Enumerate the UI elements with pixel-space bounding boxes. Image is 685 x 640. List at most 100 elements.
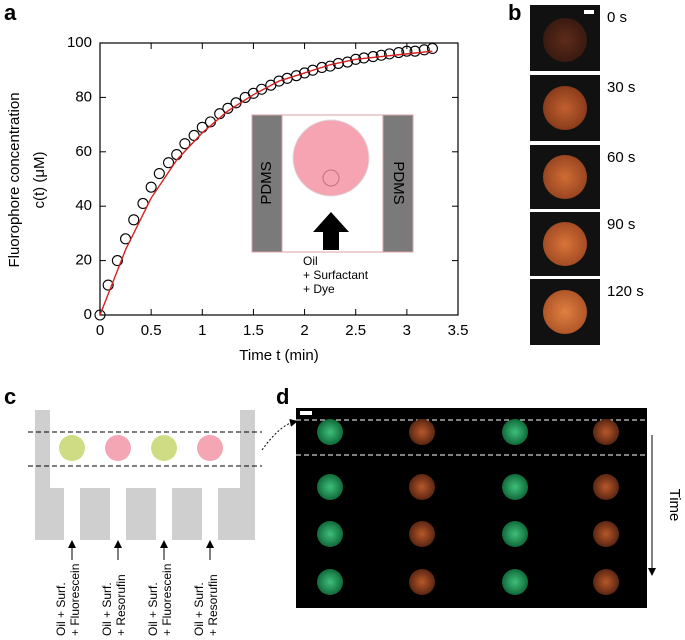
x-tick-label: 1.5 xyxy=(243,322,264,339)
time-label: 0 s xyxy=(607,9,627,26)
droplet xyxy=(409,474,435,500)
droplet xyxy=(543,86,587,130)
time-label: 90 s xyxy=(607,216,635,233)
data-point xyxy=(188,129,200,142)
y-tick-label: 100 xyxy=(67,34,92,51)
droplet xyxy=(409,521,435,547)
y-tick-label: 20 xyxy=(75,252,92,269)
y-tick-label: 80 xyxy=(75,88,92,105)
time-label: Time xyxy=(666,489,683,522)
panel-label: c xyxy=(4,384,16,409)
y-tick-label: 40 xyxy=(75,197,92,214)
x-tick-label: 2 xyxy=(300,322,308,339)
droplet xyxy=(543,222,587,266)
data-point xyxy=(393,46,405,59)
y-axis-label: c(t) (μM) xyxy=(31,152,48,209)
data-point xyxy=(299,67,311,79)
droplet xyxy=(502,569,528,595)
inlet-channel xyxy=(110,488,126,540)
time-label: 60 s xyxy=(607,149,635,166)
data-point xyxy=(401,45,413,57)
data-point xyxy=(145,181,157,193)
droplet xyxy=(543,290,587,334)
droplet xyxy=(409,569,435,595)
x-tick-label: 2.5 xyxy=(345,322,366,339)
data-point xyxy=(383,48,396,60)
data-point xyxy=(94,309,106,321)
data-point xyxy=(111,255,123,267)
time-lapse: 0 s 30 s 60 s 90 s 120 s xyxy=(530,5,644,345)
panel-label: d xyxy=(276,384,289,409)
scale-bar xyxy=(584,10,594,14)
time-label: 120 s xyxy=(607,283,644,300)
inlet-label: Oil + Surf. xyxy=(54,582,68,636)
x-tick-label: 0 xyxy=(96,322,104,339)
inlet-channel xyxy=(64,488,80,540)
droplet xyxy=(502,419,528,445)
flow-arrow xyxy=(313,212,349,250)
droplet xyxy=(317,521,343,547)
droplet xyxy=(317,569,343,595)
inlet-label: Oil + Surf. xyxy=(146,582,160,636)
droplet xyxy=(502,474,528,500)
data-point xyxy=(256,83,268,95)
data-point xyxy=(290,70,302,82)
x-axis-label: Time t (min) xyxy=(239,347,318,364)
panel-label: a xyxy=(4,0,17,25)
droplet xyxy=(543,155,587,199)
droplet xyxy=(593,474,619,500)
droplet xyxy=(317,474,343,500)
inlet-label: Oil + Surf. xyxy=(192,582,206,636)
droplet xyxy=(502,521,528,547)
y-tick-label: 60 xyxy=(75,143,92,160)
data-point xyxy=(102,279,114,291)
y-axis-label: Fluorophore concentration xyxy=(6,92,23,267)
droplet xyxy=(197,435,223,461)
pdms-wall xyxy=(382,114,414,253)
device-diagram: Oil + Surf. + Fluorescein Oil + Surf. + … xyxy=(28,410,298,636)
data-point xyxy=(179,138,191,150)
x-tick-label: 1 xyxy=(198,322,206,339)
inset-label: Oil xyxy=(303,254,318,268)
data-point xyxy=(316,61,328,74)
x-tick-label: 0.5 xyxy=(141,322,162,339)
scale-bar xyxy=(300,411,312,415)
y-tick-label: 0 xyxy=(84,306,92,323)
image xyxy=(296,408,647,608)
data-point xyxy=(409,45,421,57)
x-tick-label: 3 xyxy=(403,322,411,339)
data-point xyxy=(273,75,285,87)
inset-label: + Surfactant xyxy=(303,268,369,282)
pdms-wall xyxy=(251,114,283,253)
data-point xyxy=(162,157,175,169)
droplet xyxy=(409,419,435,445)
droplet xyxy=(151,435,177,461)
fit-line xyxy=(99,50,433,316)
inlet-label: + Fluorescein xyxy=(160,564,174,636)
data-point xyxy=(171,148,183,161)
fluorescence-image: Time xyxy=(296,408,683,608)
data-point xyxy=(418,44,430,56)
droplet xyxy=(593,521,619,547)
data-point xyxy=(128,214,140,226)
droplet-inner xyxy=(322,169,340,187)
droplet xyxy=(59,435,85,461)
droplet xyxy=(292,119,370,197)
inlet-label: + Resorufin xyxy=(114,574,128,636)
plot-frame xyxy=(99,42,459,316)
droplet xyxy=(543,18,587,62)
inlet-label: Oil + Surf. xyxy=(100,582,114,636)
droplet xyxy=(593,569,619,595)
data-point xyxy=(153,168,165,180)
x-tick-label: 3.5 xyxy=(448,322,469,339)
time-label: 30 s xyxy=(607,79,635,96)
data-point xyxy=(426,42,438,54)
panel-label: b xyxy=(508,0,521,25)
inset-label: + Dye xyxy=(303,282,335,296)
inlet-channel xyxy=(156,488,172,540)
inlet-label: + Resorufin xyxy=(206,574,220,636)
inset: PDMS PDMS Oil + Surfactant + Dye xyxy=(251,114,414,296)
inlet-label: + Fluorescein xyxy=(68,564,82,636)
droplet xyxy=(593,419,619,445)
